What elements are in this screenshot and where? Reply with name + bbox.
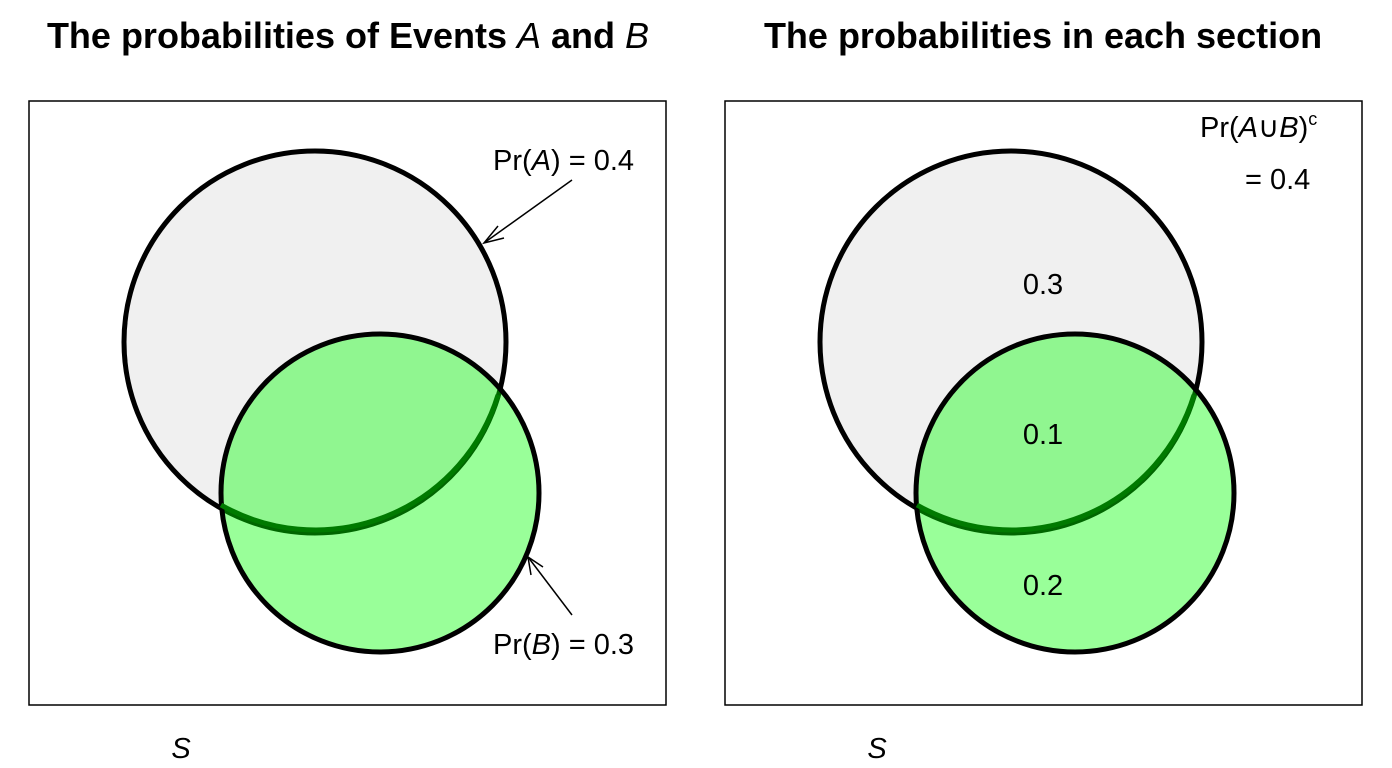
arrowhead-b-icon xyxy=(526,555,544,576)
circle-event-b xyxy=(218,331,542,655)
arrowhead-a-icon xyxy=(481,225,505,245)
section-a-only-value: 0.3 xyxy=(1023,269,1063,301)
arrow-to-b xyxy=(527,556,573,616)
right-panel-title: The probabilities in each section xyxy=(764,15,1322,56)
left-panel-title: The probabilities of Events A and B xyxy=(47,15,649,56)
sample-space-label: S xyxy=(867,733,887,765)
sample-space-label: S xyxy=(171,733,191,765)
circle-event-b xyxy=(913,331,1237,655)
left-panel: The probabilities of Events A and B Pr(A… xyxy=(28,15,667,765)
circle-a-overlap-arc xyxy=(915,394,1197,533)
complement-label-line1: Pr(A∪B)c xyxy=(1200,109,1317,144)
arrow-to-a xyxy=(483,179,573,244)
circle-event-a xyxy=(121,148,509,536)
section-a-and-b-value: 0.1 xyxy=(1023,419,1063,451)
section-b-only-value: 0.2 xyxy=(1023,570,1063,602)
label-pr-a: Pr(A) = 0.4 xyxy=(493,145,634,177)
right-panel: The probabilities in each section 0.3 0.… xyxy=(724,15,1363,765)
circle-event-a xyxy=(817,148,1205,536)
label-pr-b: Pr(B) = 0.3 xyxy=(493,629,634,661)
complement-label-line2: = 0.4 xyxy=(1245,164,1310,196)
circle-a-overlap-arc xyxy=(219,394,501,533)
